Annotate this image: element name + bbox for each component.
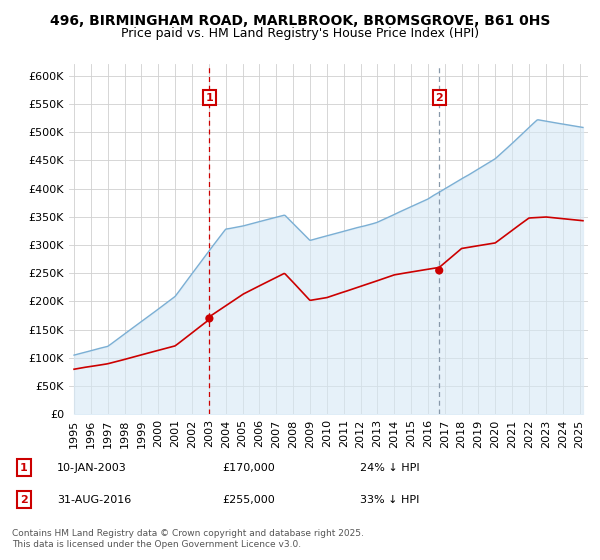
Text: Price paid vs. HM Land Registry's House Price Index (HPI): Price paid vs. HM Land Registry's House … bbox=[121, 27, 479, 40]
Text: 496, BIRMINGHAM ROAD, MARLBROOK, BROMSGROVE, B61 0HS: 496, BIRMINGHAM ROAD, MARLBROOK, BROMSGR… bbox=[50, 14, 550, 28]
Text: £170,000: £170,000 bbox=[222, 463, 275, 473]
Text: 31-AUG-2016: 31-AUG-2016 bbox=[57, 494, 131, 505]
Text: Contains HM Land Registry data © Crown copyright and database right 2025.
This d: Contains HM Land Registry data © Crown c… bbox=[12, 529, 364, 549]
Text: 2: 2 bbox=[20, 494, 28, 505]
Text: 10-JAN-2003: 10-JAN-2003 bbox=[57, 463, 127, 473]
Point bbox=[205, 314, 214, 323]
Text: 24% ↓ HPI: 24% ↓ HPI bbox=[360, 463, 419, 473]
Point bbox=[434, 266, 444, 275]
Text: 1: 1 bbox=[20, 463, 28, 473]
Text: 2: 2 bbox=[436, 92, 443, 102]
Text: 1: 1 bbox=[205, 92, 213, 102]
Text: 33% ↓ HPI: 33% ↓ HPI bbox=[360, 494, 419, 505]
Text: £255,000: £255,000 bbox=[222, 494, 275, 505]
